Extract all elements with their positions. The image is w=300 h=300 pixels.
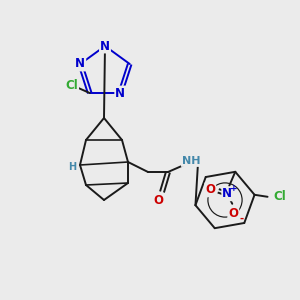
Text: N: N [75, 58, 85, 70]
Text: NH: NH [182, 156, 200, 166]
Text: Cl: Cl [273, 190, 286, 203]
Text: N: N [115, 86, 125, 100]
Text: O: O [153, 194, 163, 206]
Text: N: N [222, 187, 232, 200]
Text: O: O [205, 183, 215, 196]
Text: -: - [239, 214, 243, 224]
Text: O: O [228, 207, 238, 220]
Text: Cl: Cl [65, 79, 78, 92]
Text: +: + [230, 184, 238, 193]
Text: H: H [68, 162, 76, 172]
Text: N: N [100, 40, 110, 52]
